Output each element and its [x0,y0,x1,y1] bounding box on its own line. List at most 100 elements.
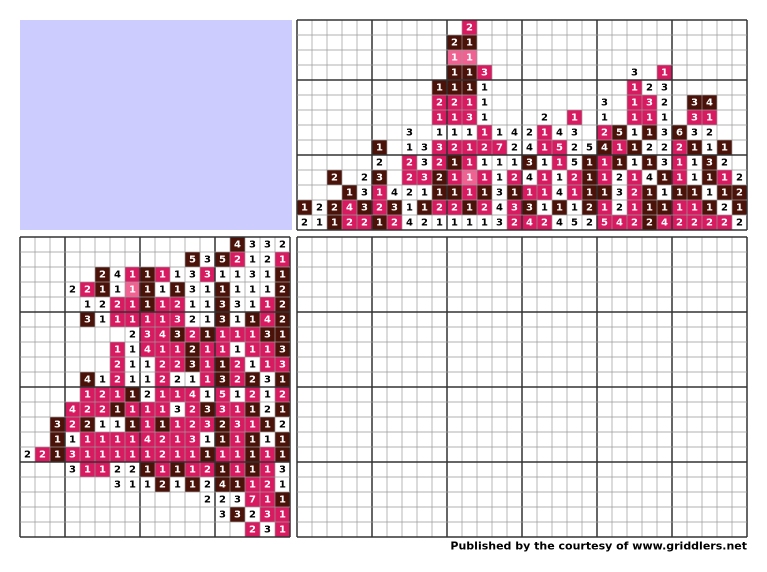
clue-number: 1 [264,390,271,401]
clue-number: 1 [204,285,211,296]
clue-number: 1 [279,375,286,386]
clue-number: 2 [84,285,91,296]
clue-cell [402,185,417,200]
clue-cell [200,372,215,387]
clue-cell [260,447,275,462]
clue-cell [642,125,657,140]
clue-cell [185,372,200,387]
clue-number: 3 [601,98,608,109]
clue-number: 1 [114,450,121,461]
clue-number: 3 [234,495,241,506]
clue-cell [170,477,185,492]
clue-number: 1 [676,203,683,214]
clue-cell [612,155,627,170]
clue-cell [492,125,507,140]
clue-cell [155,342,170,357]
clue-number: 1 [174,390,181,401]
clue-cell [702,110,717,125]
clue-number: 1 [174,270,181,281]
clue-number: 1 [144,315,151,326]
clue-number: 2 [264,480,271,491]
clue-cell [357,215,372,230]
clue-number: 3 [204,255,211,266]
clue-cell [155,402,170,417]
clue-cell [447,215,462,230]
clue-number: 1 [706,203,713,214]
clue-number: 1 [436,128,443,139]
clue-number: 1 [706,113,713,124]
clue-cell [80,432,95,447]
clue-number: 2 [451,98,458,109]
clue-cell [702,215,717,230]
clue-cell [200,417,215,432]
footer: Published by the courtesy of www.griddle… [450,540,747,553]
clue-number: 3 [421,173,428,184]
clue-cell [185,312,200,327]
clue-number: 1 [219,285,226,296]
clue-cell [357,170,372,185]
clue-number: 1 [174,465,181,476]
clue-number: 1 [249,465,256,476]
clue-number: 1 [436,113,443,124]
clue-number: 1 [631,143,638,154]
clue-cell [717,200,732,215]
clue-number: 1 [376,218,383,229]
clue-cell [65,417,80,432]
clue-number: 1 [99,315,106,326]
clue-number: 4 [144,345,151,356]
clue-cell [357,200,372,215]
clue-cell [260,312,275,327]
clue-cell [477,65,492,80]
clue-cell [215,267,230,282]
clue-number: 5 [571,158,578,169]
clue-number: 1 [249,315,256,326]
clue-cell [687,95,702,110]
clue-number: 3 [204,405,211,416]
clue-cell [275,387,290,402]
clue-cell [462,50,477,65]
clue-number: 3 [219,510,226,521]
clue-cell [567,170,582,185]
clue-cell [185,417,200,432]
clue-cell [582,155,597,170]
clue-number: 1 [481,113,488,124]
clue-number: 1 [114,390,121,401]
clue-number: 3 [376,173,383,184]
clue-number: 2 [406,173,413,184]
clue-number: 3 [69,465,76,476]
clue-number: 3 [466,113,473,124]
clue-cell [477,80,492,95]
clue-number: 1 [249,435,256,446]
clue-number: 3 [691,98,698,109]
clue-number: 3 [174,330,181,341]
clue-number: 2 [84,405,91,416]
clue-cell [447,95,462,110]
clue-cell [110,312,125,327]
clue-number: 1 [189,465,196,476]
clue-cell [657,155,672,170]
clue-cell [342,215,357,230]
clue-number: 2 [69,420,76,431]
clue-number: 1 [249,480,256,491]
clue-number: 1 [496,173,503,184]
clue-number: 1 [421,188,428,199]
clue-cell [657,185,672,200]
clue-cell [507,200,522,215]
clue-number: 5 [219,255,226,266]
clue-cell [125,417,140,432]
clue-cell [627,215,642,230]
clue-number: 1 [159,270,166,281]
clue-cell [110,447,125,462]
clue-cell [432,185,447,200]
clue-number: 5 [586,143,593,154]
clue-number: 3 [691,128,698,139]
clue-number: 2 [159,435,166,446]
clue-number: 2 [646,218,653,229]
clue-cell [537,200,552,215]
clue-number: 1 [84,450,91,461]
clue-cell [612,140,627,155]
clue-cell [642,95,657,110]
clue-number: 1 [159,300,166,311]
clue-cell [50,417,65,432]
clue-number: 1 [264,435,271,446]
